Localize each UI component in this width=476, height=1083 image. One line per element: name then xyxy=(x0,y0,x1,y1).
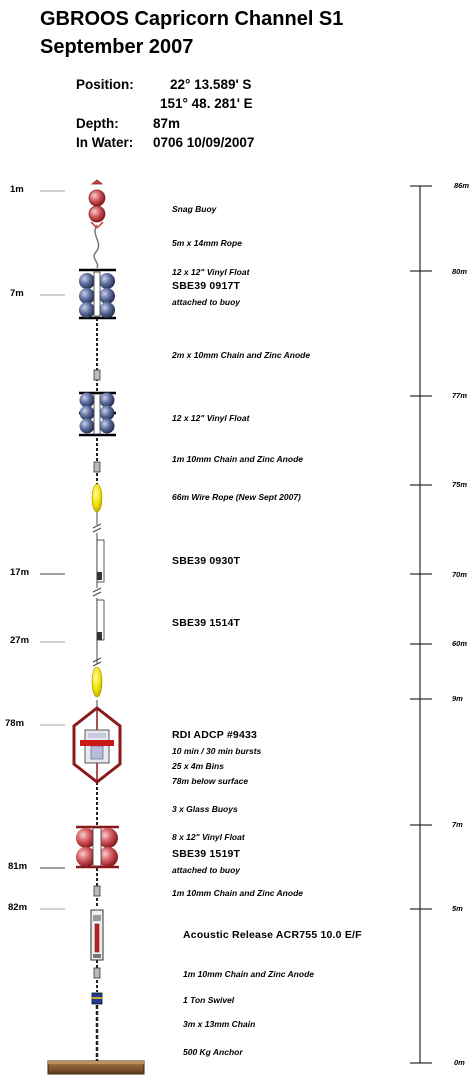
depth-marker-17m: 17m xyxy=(10,567,30,578)
zinc-anode-3 xyxy=(93,885,101,897)
break-mark-3 xyxy=(92,657,102,667)
label-snag-buoy: Snag Buoy xyxy=(172,204,217,214)
vinyl-float-2 xyxy=(79,391,116,437)
label-glass-buoys: 3 x Glass Buoys xyxy=(172,804,238,814)
vinyl-float-1 xyxy=(79,268,116,320)
label-acoustic-release: Acoustic Release ACR755 10.0 E/F xyxy=(183,929,362,941)
label-swivel: 1 Ton Swivel xyxy=(183,995,235,1005)
label-attached-to-buoy-2: attached to buoy xyxy=(172,865,241,875)
page-title-line2: September 2007 xyxy=(40,36,194,58)
label-vinyl-float-1: 12 x 12" Vinyl Float xyxy=(172,267,250,277)
label-chain-2m: 2m x 10mm Chain and Zinc Anode xyxy=(172,350,311,360)
depth-scale-bar xyxy=(410,185,432,1064)
label-sbe39-1514t: SBE39 1514T xyxy=(172,617,241,629)
depth-label: Depth: xyxy=(76,116,119,131)
scale-label-60m: 60m xyxy=(452,639,468,648)
label-vinyl-float-3: 8 x 12" Vinyl Float xyxy=(172,832,245,842)
in-water-label: In Water: xyxy=(76,135,134,150)
label-chain-1m-c: 1m 10mm Chain and Zinc Anode xyxy=(183,969,314,979)
sbe39-0930t-instrument xyxy=(96,539,105,583)
label-wire-rope: 66m Wire Rope (New Sept 2007) xyxy=(172,492,301,502)
sbe39-1514t-instrument xyxy=(96,599,105,641)
position-longitude: 151° 48. 281' E xyxy=(160,96,253,111)
label-chain-3m: 3m x 13mm Chain xyxy=(183,1019,256,1029)
depth-marker-78m: 78m xyxy=(5,718,25,729)
label-adcp-depth: 78m below surface xyxy=(172,776,249,786)
zinc-anode-4 xyxy=(93,967,101,979)
scale-label-75m: 75m xyxy=(452,480,468,489)
depth-marker-81m: 81m xyxy=(8,861,28,872)
anchor xyxy=(47,1060,145,1075)
depth-marker-82m: 82m xyxy=(8,902,28,913)
snag-buoy xyxy=(88,179,106,229)
acoustic-release xyxy=(90,909,104,961)
scale-label-5m: 5m xyxy=(452,904,463,913)
zinc-anode-1 xyxy=(93,369,101,381)
label-anchor: 500 Kg Anchor xyxy=(183,1047,243,1057)
left-depth-ticks xyxy=(40,190,65,910)
label-adcp: RDI ADCP #9433 xyxy=(172,729,258,741)
depth-value: 87m xyxy=(153,116,181,131)
depth-marker-27m: 27m xyxy=(10,635,30,646)
scale-label-9m: 9m xyxy=(452,694,463,703)
label-vinyl-float-2: 12 x 12" Vinyl Float xyxy=(172,413,250,423)
break-mark-1 xyxy=(92,523,102,533)
in-water-value: 0706 10/09/2007 xyxy=(153,135,255,150)
glass-buoy-float xyxy=(76,825,119,869)
label-sbe39-0930t: SBE39 0930T xyxy=(172,555,241,567)
label-chain-1m-b: 1m 10mm Chain and Zinc Anode xyxy=(172,888,303,898)
position-label: Position: xyxy=(76,77,134,92)
position-latitude: 22° 13.589' S xyxy=(170,77,252,92)
label-sbe39-0917t: SBE39 0917T xyxy=(172,280,241,292)
scale-label-0m: 0m xyxy=(454,1058,465,1067)
break-mark-2 xyxy=(92,587,102,597)
depth-marker-7m: 7m xyxy=(10,288,24,299)
label-adcp-bursts: 10 min / 30 min bursts xyxy=(172,746,262,756)
label-rope-5m: 5m x 14mm Rope xyxy=(172,238,242,248)
depth-marker-1m: 1m xyxy=(10,184,24,195)
wire-rope-marker-2 xyxy=(91,666,103,698)
swivel xyxy=(91,992,103,1005)
label-adcp-bins: 25 x 4m Bins xyxy=(172,761,224,771)
label-chain-1m-a: 1m 10mm Chain and Zinc Anode xyxy=(172,454,303,464)
label-attached-to-buoy-1: attached to buoy xyxy=(172,297,241,307)
label-sbe39-1519t: SBE39 1519T xyxy=(172,848,241,860)
page-title-line1: GBROOS Capricorn Channel S1 xyxy=(40,8,344,30)
scale-label-77m: 77m xyxy=(452,391,468,400)
scale-label-86m: 86m xyxy=(454,181,470,190)
scale-label-80m: 80m xyxy=(452,267,468,276)
scale-label-7m: 7m xyxy=(452,820,463,829)
adcp-frame xyxy=(72,706,122,784)
scale-label-70m: 70m xyxy=(452,570,468,579)
zinc-anode-2 xyxy=(93,461,101,473)
wire-rope-marker-1 xyxy=(91,483,103,513)
